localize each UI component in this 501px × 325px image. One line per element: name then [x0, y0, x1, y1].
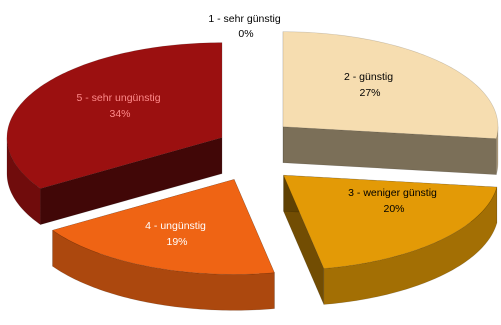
slice-label-sehr-guenstig: 1 - sehr günstig 0% [208, 13, 283, 40]
slice-top-guenstig [282, 31, 499, 139]
slice-side-unguenstig [52, 229, 275, 311]
slice-label-weniger-guenstig: 3 - weniger günstig 20% [348, 187, 440, 215]
slice-label-guenstig: 2 - günstig 27% [344, 71, 396, 99]
slice-side-guenstig [496, 126, 499, 175]
slice-tops [6, 31, 499, 275]
slice-top-sehr-unguenstig [6, 42, 223, 189]
slice-side-weniger-guenstig [323, 186, 498, 305]
slice-label-unguenstig: 4 - ungünstig 19% [145, 220, 209, 248]
pie-slices [6, 31, 499, 311]
slice-wall-sehr-unguenstig [40, 137, 223, 225]
slice-top-unguenstig [52, 179, 275, 275]
slice-label-sehr-unguenstig: 5 - sehr ungünstig 34% [77, 92, 164, 120]
slice-top-weniger-guenstig [283, 174, 498, 269]
